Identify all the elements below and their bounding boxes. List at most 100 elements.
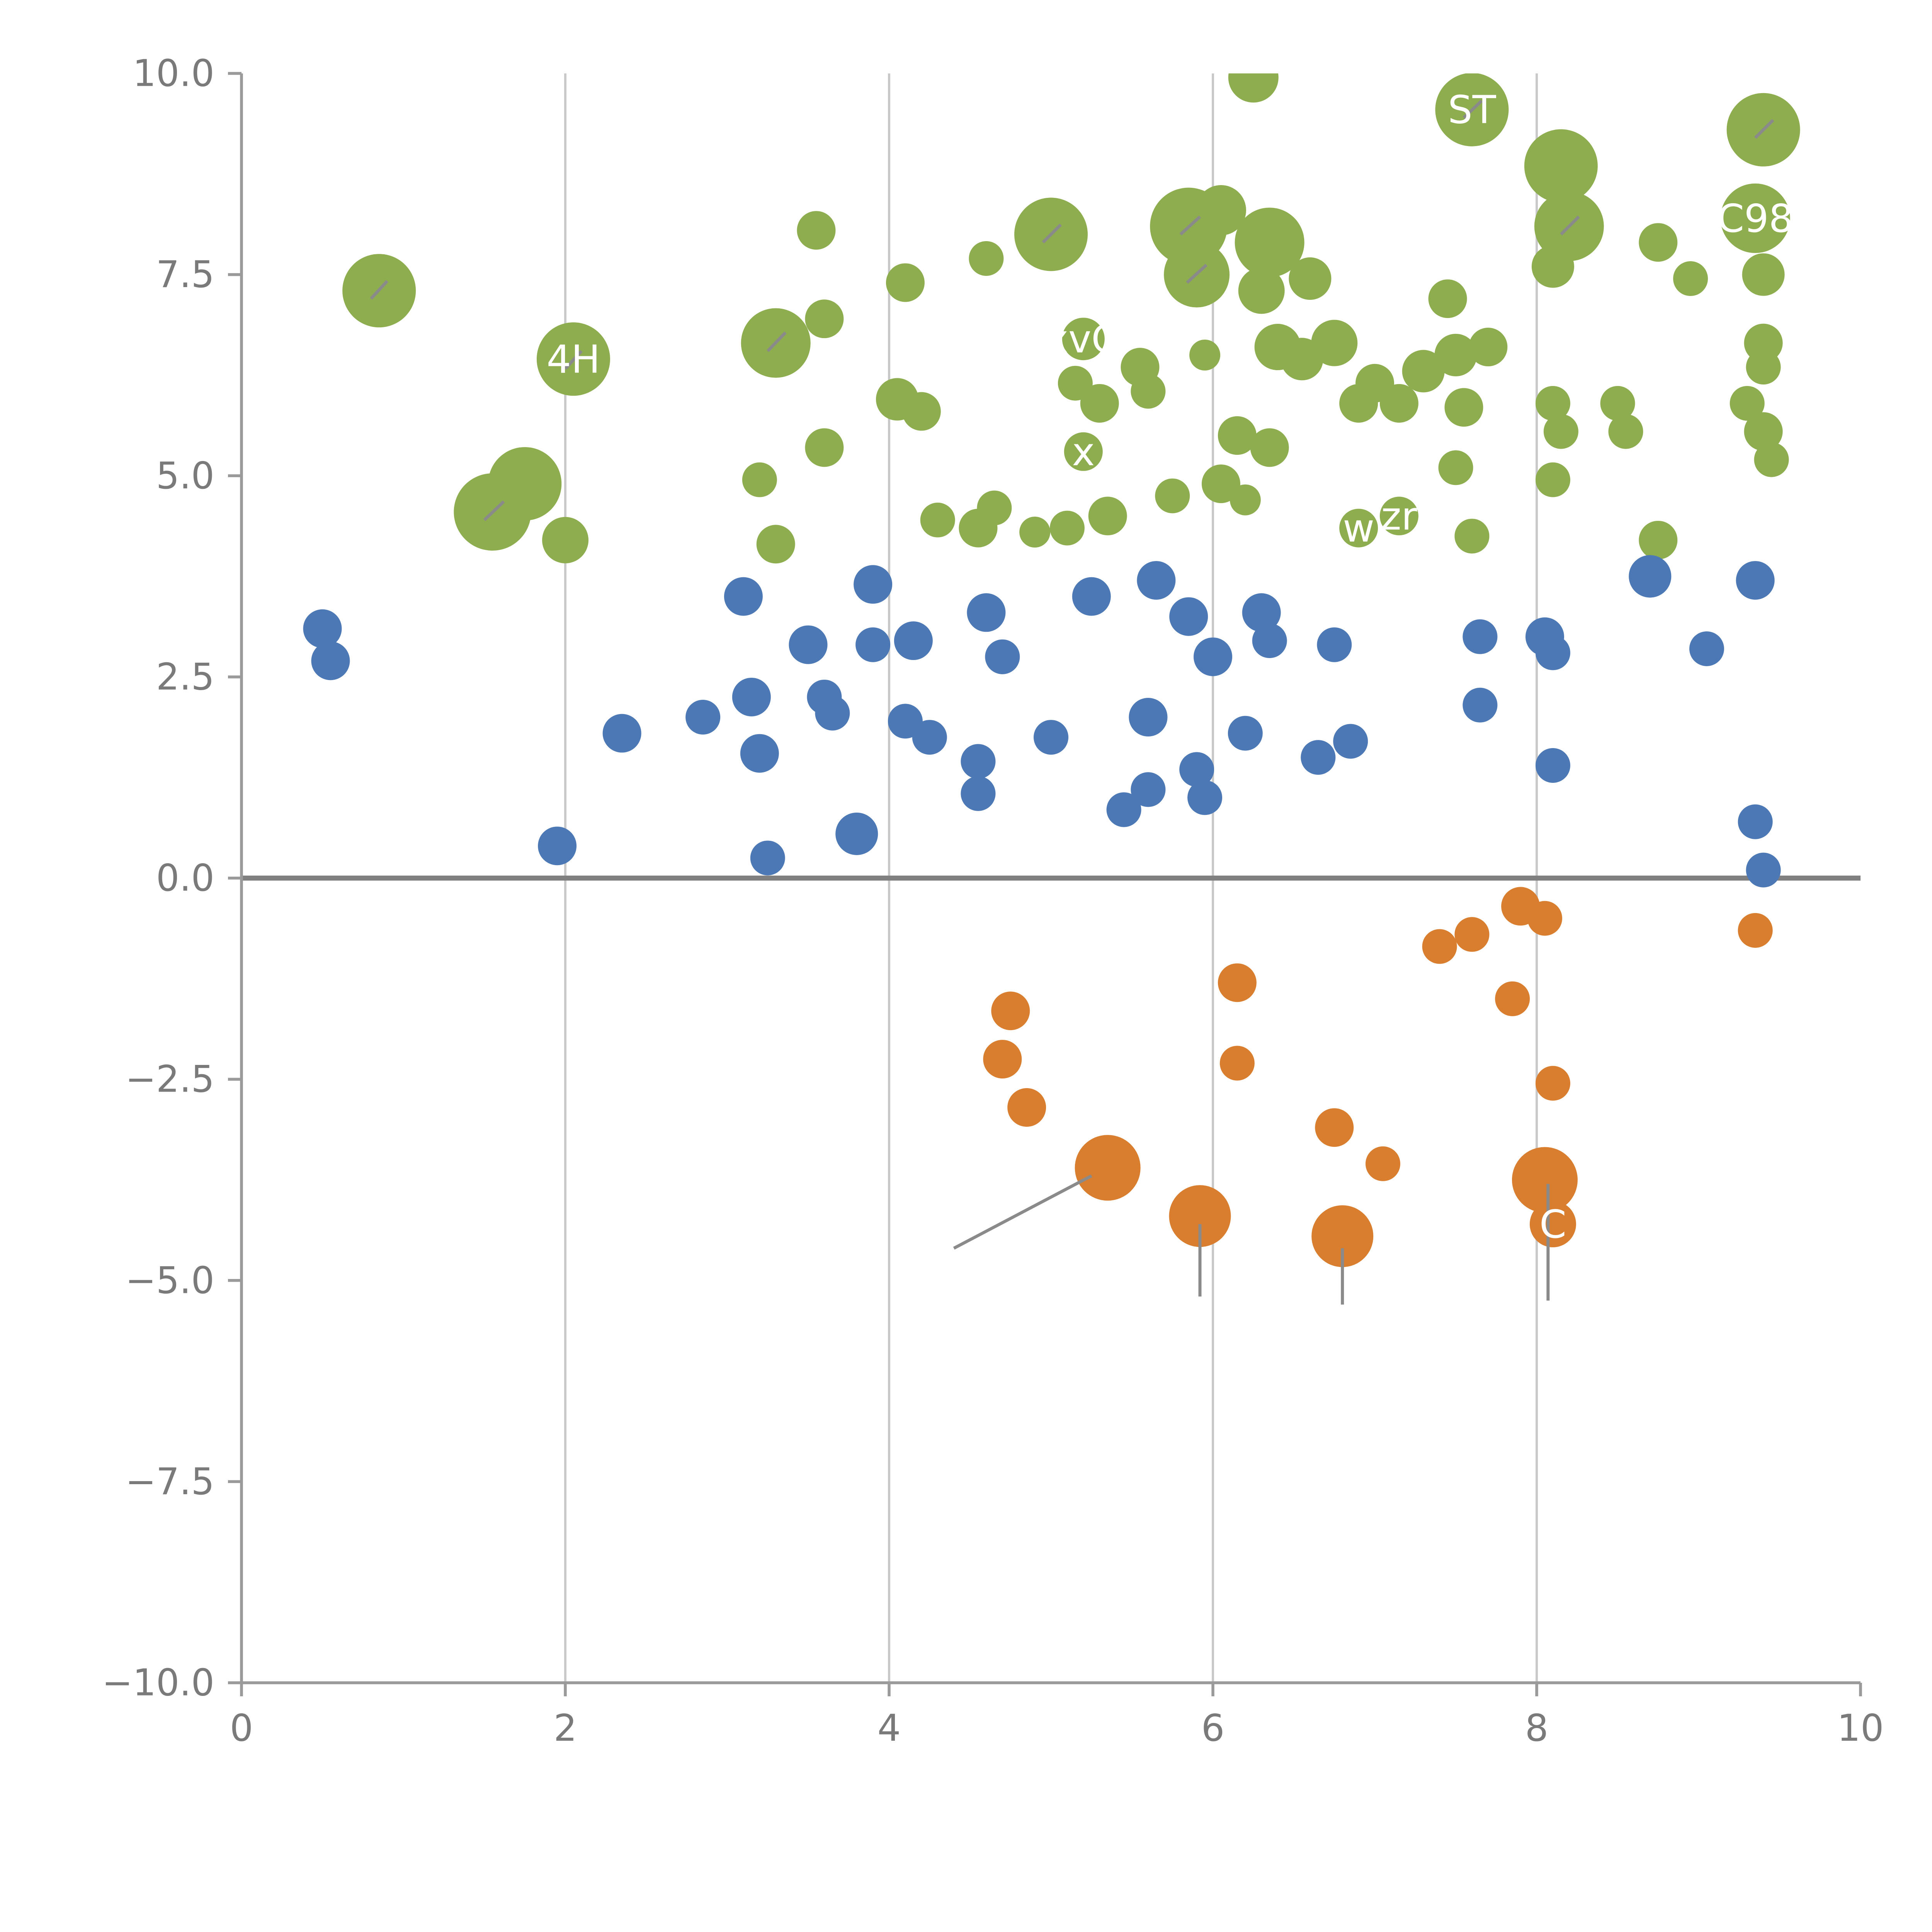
scatter-point-green [1434,333,1477,376]
scatter-point-green [1402,350,1445,393]
scatter-point-orange [983,1040,1022,1079]
x-tick-label: 8 [1525,1707,1548,1750]
scatter-point-green [1444,388,1483,427]
scatter-point-green [805,299,844,338]
scatter-point-green [1379,384,1418,423]
scatter-point-green [1155,478,1190,514]
scatter-point-orange [1315,1108,1354,1147]
scatter-point-blue [815,696,850,731]
scatter-point-green [1062,318,1105,361]
scatter-point-blue [750,840,785,876]
scatter-point-green [1524,129,1598,203]
leader-line [1042,223,1062,244]
leader-line [564,350,583,370]
scatter-point-green [1250,428,1289,467]
scatter-point-blue [1252,623,1287,658]
scatter-point-blue [1106,792,1141,827]
scatter-point-green [1730,386,1765,421]
leader-line [766,331,787,352]
point-label: zr [1381,493,1417,539]
scatter-point-blue [1535,748,1570,783]
scatter-point-green [1608,414,1643,449]
scatter-point-green [1746,350,1781,385]
scatter-point-blue [602,714,641,753]
scatter-point-blue [894,621,933,660]
scatter-point-blue [912,720,947,755]
scatter-point-green [488,447,562,521]
scatter-point-green [805,428,844,467]
scatter-point-blue [1463,619,1498,654]
scatter-point-green [1281,338,1323,381]
scatter-point-green [1535,462,1570,497]
scatter-point-blue [732,677,771,716]
scatter-point-blue [1137,561,1176,600]
scatter-point-blue [740,734,779,773]
scatter-point-green [1064,432,1103,471]
scatter-point-green [1600,386,1635,421]
scatter-point-green [1131,374,1166,409]
scatter-point-green [1744,412,1783,451]
scatter-point-green [886,263,925,302]
point-label: C [1539,1202,1566,1247]
scatter-point-green [920,502,955,537]
scatter-point-green [1080,384,1119,423]
point-label: w [1343,506,1374,551]
leader-line [1179,215,1201,236]
leader-line [1560,215,1580,236]
y-tick-label: −5.0 [125,1259,214,1302]
point-label: C98 [1717,196,1793,241]
leader-line [1754,119,1774,139]
scatter-point-green [1196,185,1246,236]
x-tick-label: 0 [230,1707,253,1750]
scatter-point-blue [1194,637,1232,676]
scatter-point-blue [303,609,342,648]
scatter-point-green [1339,509,1378,548]
scatter-point-green [1535,386,1570,421]
scatter-point-green [1531,245,1574,288]
scatter-point-green [1189,339,1221,371]
scatter-point-blue [1179,752,1214,787]
scatter-point-blue [1034,720,1068,755]
scatter-point-blue [961,744,996,779]
scatter-point-orange [1529,1201,1576,1247]
scatter-point-green [1454,519,1490,554]
scatter-point-green [969,241,1004,276]
scatter-point-blue [1242,593,1281,632]
scatter-point-orange [1007,1088,1046,1127]
scatter-point-blue [1317,627,1352,662]
scatter-point-green [1235,207,1304,277]
leader-line [953,1174,1092,1250]
scatter-point-blue [1072,577,1111,616]
scatter-point-blue [835,812,878,855]
scatter-point-blue [1746,852,1781,888]
scatter-point-orange [1169,1185,1231,1247]
scatter-point-green [1543,414,1578,449]
scatter-point-blue [967,593,1006,632]
scatter-point-green [1228,73,1279,103]
scatter-point-blue [961,776,996,811]
scatter-point-green [902,392,941,431]
scatter-point-blue [538,827,577,866]
scatter-point-orange [1075,1135,1141,1201]
scatter-point-blue [1169,597,1208,636]
scatter-point-blue [685,700,721,735]
scatter-point-green [1720,183,1790,253]
x-tick-label: 2 [554,1707,577,1750]
scatter-point-blue [1736,561,1775,600]
scatter-point-green [1379,497,1418,536]
x-tick-label: 6 [1201,1707,1225,1750]
scatter-point-orange [1311,1205,1374,1267]
scatter-point-blue [1187,780,1223,815]
scatter-point-blue [1535,635,1570,670]
y-tick-label: 7.5 [156,253,214,296]
leader-line [370,280,389,300]
scatter-point-green [1058,366,1093,401]
scatter-point-blue [311,641,350,680]
scatter-point-blue [1463,687,1498,723]
scatter-point-green [1744,323,1783,362]
scatter-point-blue [1629,555,1672,598]
scatter-point-orange [1527,901,1562,936]
scatter-point-orange [1219,1046,1255,1081]
scatter-point-green [1754,442,1789,477]
